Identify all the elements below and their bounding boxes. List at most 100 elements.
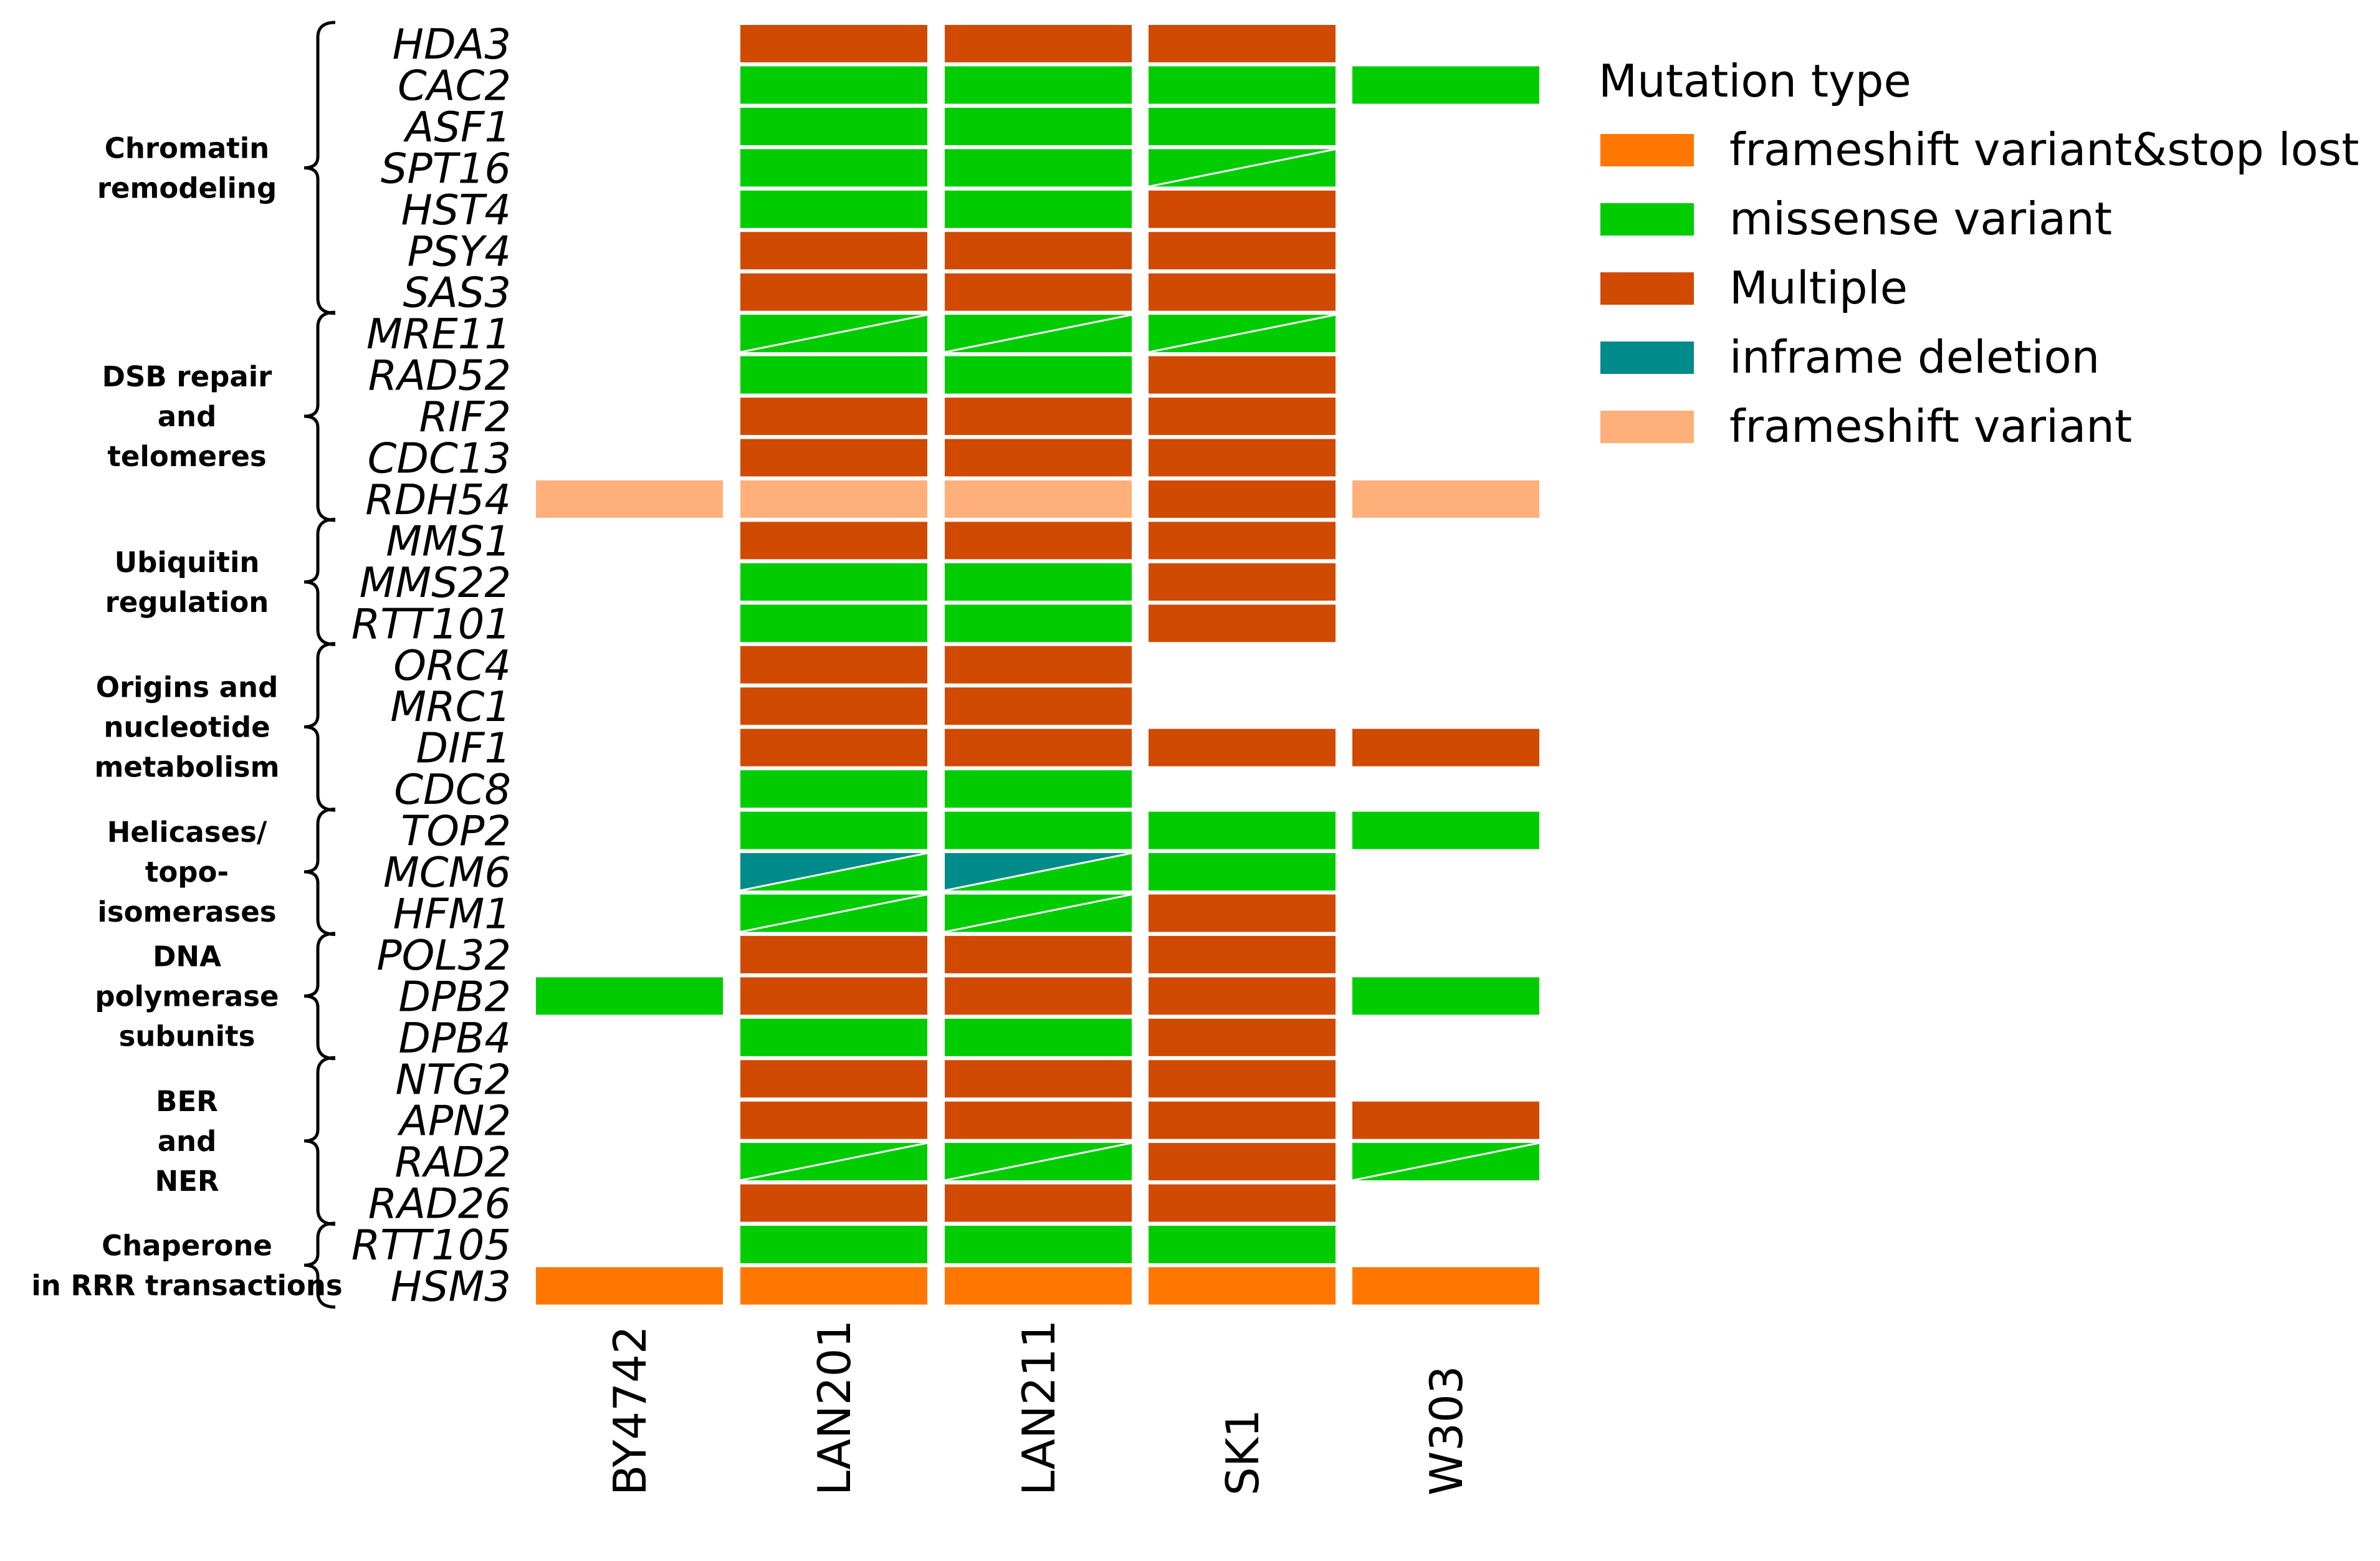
legend: Mutation type frameshift variant&stop lo… bbox=[1599, 55, 2359, 452]
cell-orc4-lan201 bbox=[740, 646, 927, 684]
cell-rad52-lan201 bbox=[740, 356, 927, 394]
legend-swatch-multiple bbox=[1600, 272, 1694, 305]
gene-label-pol32: POL32 bbox=[376, 931, 511, 980]
cell-mre11-sk1-upper bbox=[1149, 315, 1336, 353]
cell-rtt105-lan201 bbox=[740, 1226, 927, 1264]
gene-label-mms1: MMS1 bbox=[386, 517, 511, 565]
group-label-ubiquitin: Ubiquitin bbox=[115, 546, 260, 579]
cell-psy4-lan211 bbox=[945, 232, 1132, 270]
cell-top2-sk1 bbox=[1149, 811, 1336, 849]
cell-ntg2-sk1 bbox=[1149, 1060, 1336, 1098]
legend-swatch-missense-variant bbox=[1600, 203, 1694, 236]
cell-rdh54-by4742 bbox=[536, 480, 723, 518]
gene-labels: HDA3CAC2ASF1SPT16HST4PSY4SAS3MRE11RAD52R… bbox=[351, 20, 511, 1311]
cell-rad52-sk1 bbox=[1149, 356, 1336, 394]
group-label-ber: BER bbox=[156, 1085, 218, 1118]
cell-rdh54-lan201 bbox=[740, 480, 927, 518]
legend-label-missense-variant: missense variant bbox=[1729, 193, 2112, 245]
group-label-and: and bbox=[158, 400, 217, 433]
cell-mms22-lan211 bbox=[945, 563, 1132, 601]
cell-sas3-lan201 bbox=[740, 273, 927, 311]
cell-cac2-lan211 bbox=[945, 66, 1132, 104]
group-label-isomerases: isomerases bbox=[97, 895, 276, 928]
legend-label-multiple: Multiple bbox=[1729, 262, 1908, 314]
strain-label-lan201: LAN201 bbox=[808, 1320, 861, 1496]
cell-rdh54-sk1 bbox=[1149, 480, 1336, 518]
group-label-subunits: subunits bbox=[119, 1019, 256, 1053]
gene-label-mre11: MRE11 bbox=[366, 310, 511, 358]
cell-cdc13-lan201 bbox=[740, 439, 927, 477]
cell-top2-lan201 bbox=[740, 811, 927, 849]
legend-swatch-frameshift-variant bbox=[1600, 411, 1694, 443]
gene-label-rdh54: RDH54 bbox=[365, 475, 511, 524]
group-label-nucleotide: nucleotide bbox=[103, 710, 270, 743]
cell-mcm6-sk1 bbox=[1149, 853, 1336, 890]
cell-hfm1-lan211-divider bbox=[944, 893, 1132, 933]
cell-cac2-sk1 bbox=[1149, 66, 1336, 104]
heatmap-cells bbox=[536, 25, 1540, 1305]
cell-rad2-w303-divider bbox=[1352, 1142, 1540, 1181]
cell-mrc1-lan201 bbox=[740, 687, 927, 725]
cell-psy4-sk1 bbox=[1149, 232, 1336, 270]
cell-cdc13-sk1 bbox=[1149, 439, 1336, 477]
cell-mcm6-lan211-divider bbox=[944, 852, 1132, 892]
gene-label-hst4: HST4 bbox=[401, 186, 511, 234]
group-labels: Chromatin remodeling DSB repair and telomere… bbox=[31, 131, 342, 1302]
gene-label-psy4: PSY4 bbox=[408, 227, 512, 275]
cell-dpb4-sk1 bbox=[1149, 1018, 1336, 1056]
cell-dif1-sk1 bbox=[1149, 728, 1336, 766]
cell-sas3-lan211 bbox=[945, 273, 1132, 311]
cell-apn2-lan211 bbox=[945, 1101, 1132, 1139]
cell-rtt101-sk1 bbox=[1149, 604, 1336, 642]
cell-cac2-w303 bbox=[1352, 66, 1539, 104]
cell-pol32-lan211 bbox=[945, 935, 1132, 973]
group-label-regulation: regulation bbox=[105, 586, 269, 619]
cell-mms1-sk1 bbox=[1149, 522, 1336, 560]
cell-ntg2-lan211 bbox=[945, 1060, 1132, 1098]
cell-top2-lan211 bbox=[945, 811, 1132, 849]
legend-swatch-frameshift-variant-stop-lost bbox=[1600, 134, 1694, 166]
cell-dpb2-lan211 bbox=[945, 977, 1132, 1015]
gene-label-rif2: RIF2 bbox=[419, 393, 511, 441]
cell-mre11-lan201-upper bbox=[740, 315, 927, 353]
cell-apn2-sk1 bbox=[1149, 1101, 1336, 1139]
gene-label-mrc1: MRC1 bbox=[390, 682, 511, 731]
cell-rdh54-lan211 bbox=[945, 480, 1132, 518]
cell-dpb2-by4742 bbox=[536, 977, 723, 1015]
group-label-and: and bbox=[158, 1125, 217, 1158]
cell-pol32-sk1 bbox=[1149, 935, 1336, 973]
group-label-dna: DNA bbox=[153, 940, 221, 973]
cell-mre11-lan211-divider bbox=[944, 313, 1132, 353]
cell-rad2-sk1 bbox=[1149, 1143, 1336, 1181]
strain-label-by4742: BY4742 bbox=[604, 1325, 656, 1496]
cell-asf1-lan211 bbox=[945, 107, 1132, 145]
brace-group-1 bbox=[303, 21, 336, 315]
strain-labels: BY4742 LAN201 LAN211 SK1 W303 bbox=[604, 1320, 1473, 1496]
cell-mms22-sk1 bbox=[1149, 563, 1336, 601]
brace-group-4 bbox=[303, 642, 336, 812]
strain-label-w303: W303 bbox=[1420, 1365, 1473, 1496]
gene-label-apn2: APN2 bbox=[397, 1097, 511, 1145]
cell-apn2-lan201 bbox=[740, 1101, 927, 1139]
cell-hsm3-sk1 bbox=[1149, 1267, 1336, 1305]
cell-apn2-w303 bbox=[1352, 1101, 1539, 1139]
cell-hda3-lan201 bbox=[740, 25, 927, 62]
cell-hst4-lan211 bbox=[945, 190, 1132, 228]
cell-asf1-sk1 bbox=[1149, 107, 1336, 145]
cell-rif2-sk1 bbox=[1149, 398, 1336, 436]
cell-rad26-lan211 bbox=[945, 1184, 1132, 1222]
group-label-polymerase: polymerase bbox=[95, 980, 279, 1013]
cell-rif2-lan201 bbox=[740, 398, 927, 436]
group-label-helicases: Helicases/ bbox=[107, 816, 267, 849]
group-label-telomeres: telomeres bbox=[107, 440, 266, 473]
gene-label-spt16: SPT16 bbox=[381, 144, 511, 193]
cell-orc4-lan211 bbox=[945, 646, 1132, 684]
cell-psy4-lan201 bbox=[740, 232, 927, 270]
cell-cdc13-lan211 bbox=[945, 439, 1132, 477]
cell-dif1-w303 bbox=[1352, 728, 1539, 766]
cell-rif2-lan211 bbox=[945, 398, 1132, 436]
cell-rtt105-sk1 bbox=[1149, 1226, 1336, 1264]
legend-items: frameshift variant&stop lost missense var… bbox=[1600, 123, 2359, 452]
gene-label-cdc8: CDC8 bbox=[394, 765, 511, 814]
gene-label-orc4: ORC4 bbox=[393, 641, 511, 690]
